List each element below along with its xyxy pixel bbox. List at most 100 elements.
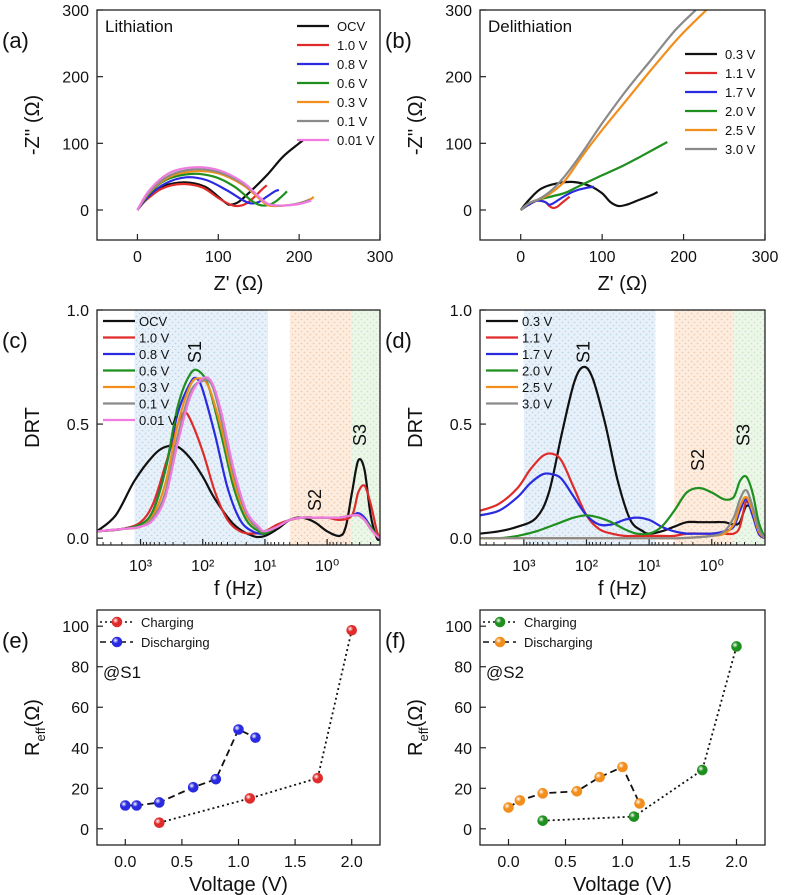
x-tick-label: 200 [286,249,313,266]
series-line-1_1V [480,452,765,540]
y-tick-label: 100 [445,136,472,153]
data-point-discharging [503,802,514,813]
panel-label: (a) [2,28,29,53]
data-point-discharging [131,800,142,811]
data-point-charging [696,764,708,776]
legend-label: 3.0 V [725,142,756,157]
data-point-charging [153,817,165,829]
legend-label: 3.0 V [522,397,553,412]
x-axis-label: Voltage (V) [573,874,672,895]
legend-label: 0.01 V [337,133,375,148]
data-point-discharging [153,797,165,808]
series-group [503,641,742,826]
legend: 0.3 V1.1 V1.7 V2.0 V2.5 V3.0 V [685,47,756,157]
legend-label: 0.8 V [337,57,368,72]
legend-label: Discharging [141,635,210,650]
data-point-charging [346,624,358,636]
y-tick-label: 80 [454,660,472,677]
series-line-1_7V [480,472,765,540]
chart-panel-a: 0 100 200 300 0 100 200 300 -Z'' (Ω) Z' (Ω) (a) Lit… [2,3,393,295]
region-S3 [352,310,380,545]
x-tick-label: 10³ [129,558,153,575]
x-tick-label: 10¹ [638,558,661,575]
x-tick-label: 0 [516,249,525,266]
y-tick-label: 0.5 [450,417,472,434]
panel-title: Lithiation [105,17,173,36]
y-tick-label: 100 [62,619,89,636]
chart-panel-d: 10³ 10² 10¹ 10⁰ 0.0 0.5 1.0 DRT f (Hz) (d) S1 S2 S3 0… [385,303,766,600]
legend: Charging Discharging [100,615,210,650]
legend: Charging Discharging [483,615,593,650]
legend-label: OCV [337,19,366,34]
series-line-0_8V [136,176,280,211]
plot-frame [479,9,766,241]
legend-label: Discharging [524,635,593,650]
x-tick-label: 1.5 [668,854,690,871]
series-group [97,368,380,541]
x-tick-label: 10² [191,558,215,575]
legend-label: 2.0 V [725,104,756,119]
y-tick-label: 200 [445,70,472,87]
series-line-OCV [97,444,380,541]
region-S2 [674,310,734,545]
data-point-discharging [210,773,222,785]
x-tick-label: 0 [133,249,142,266]
x-tick-label: 300 [367,249,394,266]
series-line-2_5V [519,10,708,211]
y-tick-label: 60 [71,700,89,717]
ticks: 0.0 0.5 1.0 1.5 2.0 0 20 40 60 80 100 [62,619,363,871]
series-line-charging [542,646,738,822]
x-tick-label: 1.0 [227,854,249,871]
panel-label: (b) [385,28,412,53]
region-label-S1: S1 [574,341,594,363]
data-point-discharging [571,786,583,797]
legend-label: 0.6 V [337,76,368,91]
legend: OCV 1.0 V 0.8 V 0.6 V 0.3 V 0.1 V 0.01 V [297,19,375,148]
legend-label: 2.0 V [522,364,553,379]
legend-label: 0.3 V [337,95,368,110]
y-tick-label: 100 [62,136,89,153]
panel-label: (d) [385,328,412,353]
series-line-charging [159,630,353,824]
y-axis-label: -Z'' (Ω) [405,95,427,155]
region-S2 [289,310,353,545]
legend-label: 1.7 V [725,85,756,100]
y-tick-label: 1.0 [67,303,89,320]
region-label-S2: S2 [688,449,708,471]
legend-label: Charging [141,615,194,630]
series-line-0_01V [136,166,312,211]
y-tick-label: 300 [62,3,89,20]
legend-label: 0.6 V [139,364,170,379]
data-point-discharging [120,800,131,811]
y-tick-label: 300 [445,3,472,20]
annotation: @S1 [103,663,141,682]
legend-label: 0.1 V [337,114,368,129]
legend-label: 2.5 V [725,123,756,138]
x-tick-label: 1.5 [284,854,306,871]
plot-frame [96,309,381,546]
plot-frame [479,309,766,546]
legend: 0.3 V1.1 V1.7 V2.0 V2.5 V3.0 V [486,314,553,412]
y-tick-label: 100 [445,619,472,636]
data-point-charging [628,811,640,822]
legend-label: 0.8 V [139,347,170,362]
x-tick-label: 10¹ [253,558,276,575]
data-point-discharging [634,798,645,809]
y-axis-label: DRT [405,407,427,448]
series-group [136,139,315,211]
y-axis-label: Reff(Ω) [405,699,431,756]
y-tick-label: 0 [80,822,89,839]
legend-marker [111,636,123,648]
legend-label: 0.3 V [522,314,553,329]
legend-label: Charging [524,615,577,630]
annotation: @S2 [486,663,524,682]
legend-label: 1.7 V [522,347,553,362]
ticks: 0 100 200 300 0 100 200 300 [445,3,778,266]
chart-panel-c: 10³ 10² 10¹ 10⁰ 0.0 0.5 1.0 DRT f (Hz) (c) S1 S2 S3 O… [2,303,381,600]
legend-marker [111,616,123,628]
data-point-charging [312,772,324,784]
data-point-discharging [233,724,244,735]
series-line-0_01V [97,376,380,540]
region-label-S1: S1 [185,341,205,363]
